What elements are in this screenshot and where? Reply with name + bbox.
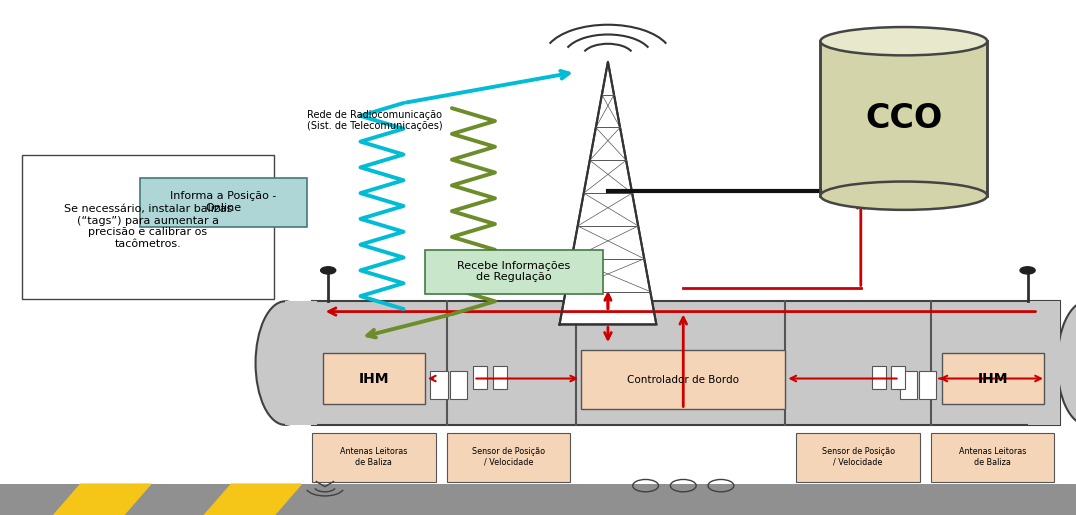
Bar (447, 433, 570, 482)
Bar (919, 371, 936, 399)
Ellipse shape (820, 181, 988, 210)
Bar (931, 433, 1054, 482)
Text: Se necessário, instalar balizas
(“tags”) para aumentar a
precisão e calibrar os
: Se necessário, instalar balizas (“tags”)… (63, 204, 232, 249)
Bar (285, 301, 317, 425)
Bar (0, 479, 1076, 484)
Bar (820, 41, 988, 196)
Bar (22, 154, 274, 299)
Bar (493, 366, 507, 389)
Bar (430, 371, 448, 399)
Ellipse shape (1057, 301, 1076, 425)
Bar (473, 366, 487, 389)
Text: IHM: IHM (358, 371, 390, 386)
Bar (900, 371, 917, 399)
Text: Controlador de Bordo: Controlador de Bordo (627, 375, 739, 385)
Text: Informa a Posição -
Online: Informa a Posição - Online (170, 192, 277, 213)
Text: IHM: IHM (977, 371, 1008, 386)
Polygon shape (54, 484, 151, 515)
Bar (1028, 301, 1060, 425)
Bar (312, 433, 436, 482)
Bar (872, 366, 886, 389)
Bar (323, 353, 425, 404)
Text: Antenas Leitoras
de Baliza: Antenas Leitoras de Baliza (340, 448, 408, 467)
Text: Sensor de Posição
/ Velocidade: Sensor de Posição / Velocidade (822, 448, 894, 467)
Ellipse shape (255, 301, 314, 425)
Bar (450, 371, 467, 399)
Bar (942, 353, 1044, 404)
Bar (425, 250, 603, 294)
Text: Rede de Radiocomunicação
(Sist. de Telecomunicações): Rede de Radiocomunicação (Sist. de Telec… (307, 110, 442, 131)
Text: Sensor de Posição
/ Velocidade: Sensor de Posição / Velocidade (472, 448, 544, 467)
Bar (796, 433, 920, 482)
Polygon shape (560, 62, 656, 324)
Circle shape (1020, 267, 1035, 274)
Bar (891, 366, 905, 389)
Bar (312, 301, 1060, 425)
Polygon shape (204, 484, 301, 515)
Bar (0, 484, 1076, 515)
Text: CCO: CCO (865, 102, 943, 135)
Circle shape (321, 267, 336, 274)
Text: Recebe Informações
de Regulação: Recebe Informações de Regulação (457, 261, 570, 282)
Ellipse shape (820, 27, 988, 56)
Bar (140, 178, 307, 227)
Text: Antenas Leitoras
de Baliza: Antenas Leitoras de Baliza (959, 448, 1027, 467)
Bar (581, 350, 785, 409)
